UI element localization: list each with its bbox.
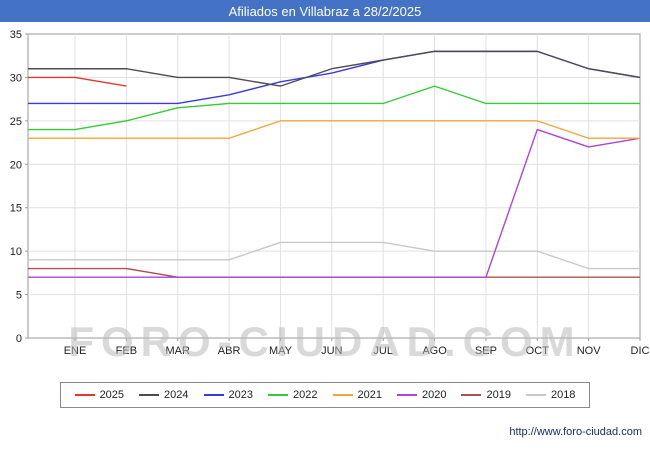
legend-label: 2025	[99, 389, 125, 401]
legend-label: 2020	[421, 389, 447, 401]
legend-swatch	[461, 394, 482, 396]
y-tick-label: 35	[10, 29, 22, 41]
y-tick-label: 20	[10, 159, 22, 171]
chart-title: Afiliados en Villabraz a 28/2/2025	[228, 3, 422, 19]
legend-swatch	[396, 394, 417, 396]
legend-wrap: 2025 2024 2023 2022 2021 2020 2019 2018	[0, 382, 650, 408]
legend-item-2022: 2022	[268, 389, 318, 401]
legend-label: 2024	[164, 389, 189, 401]
y-tick-label: 0	[16, 333, 22, 345]
y-tick-label: 25	[10, 116, 22, 128]
legend-item-2023: 2023	[203, 389, 254, 401]
legend-label: 2022	[293, 389, 318, 401]
footer-link[interactable]: http://www.foro-ciudad.com	[509, 426, 642, 438]
x-tick-label: MAR	[166, 345, 191, 357]
x-tick-label: AGO	[422, 345, 447, 357]
x-tick-label: MAY	[269, 345, 293, 357]
legend-item-2025: 2025	[74, 389, 125, 401]
x-tick-label: JUL	[373, 345, 393, 357]
x-tick-label: OCT	[526, 345, 550, 357]
y-tick-label: 5	[16, 290, 22, 302]
legend-item-2018: 2018	[525, 389, 576, 401]
legend-label: 2021	[357, 389, 382, 401]
legend-swatch	[203, 394, 224, 396]
legend-label: 2023	[228, 389, 254, 401]
x-tick-label: JUN	[321, 345, 342, 357]
line-chart: 0 5 10 15 20 25 30 35 ENE FEB MAR ABR MAY JUN JUL AGO SE…	[10, 29, 650, 357]
legend-label: 2018	[550, 389, 576, 401]
series-line-2025	[28, 76, 127, 87]
chart-title-bar: Afiliados en Villabraz a 28/2/2025	[0, 0, 650, 22]
legend-swatch	[268, 394, 289, 396]
x-tick-label: DIC	[631, 345, 650, 357]
legend-swatch	[74, 394, 95, 396]
legend-label: 2019	[486, 389, 511, 401]
x-tick-label: SEP	[475, 345, 497, 357]
plot-area	[27, 33, 641, 339]
legend-item-2020: 2020	[396, 389, 447, 401]
footer: http://www.foro-ciudad.com	[0, 422, 650, 440]
legend-swatch	[139, 394, 160, 396]
legend-item-2019: 2019	[461, 389, 511, 401]
legend-swatch	[525, 394, 546, 396]
x-tick-label: ENE	[64, 345, 87, 357]
x-tick-label: NOV	[577, 345, 602, 357]
series-line-2021	[28, 120, 640, 139]
chart-legend: 2025 2024 2023 2022 2021 2020 2019 2018	[59, 382, 591, 408]
series-line-2024	[28, 50, 641, 87]
y-tick-label: 30	[10, 72, 22, 84]
x-tick-label: FEB	[116, 345, 137, 357]
y-tick-label: 15	[10, 203, 22, 215]
series-line-2020	[28, 128, 641, 278]
x-tick-label: ABR	[218, 345, 241, 357]
series-line-2018	[28, 241, 640, 270]
series-line-2022	[28, 85, 640, 131]
legend-item-2024: 2024	[139, 389, 189, 401]
chart-area: 0 5 10 15 20 25 30 35 ENE FEB MAR ABR MAY JUN JUL AGO SE…	[0, 22, 650, 370]
legend-item-2021: 2021	[332, 389, 382, 401]
y-tick-label: 10	[10, 246, 22, 258]
legend-swatch	[332, 394, 353, 396]
